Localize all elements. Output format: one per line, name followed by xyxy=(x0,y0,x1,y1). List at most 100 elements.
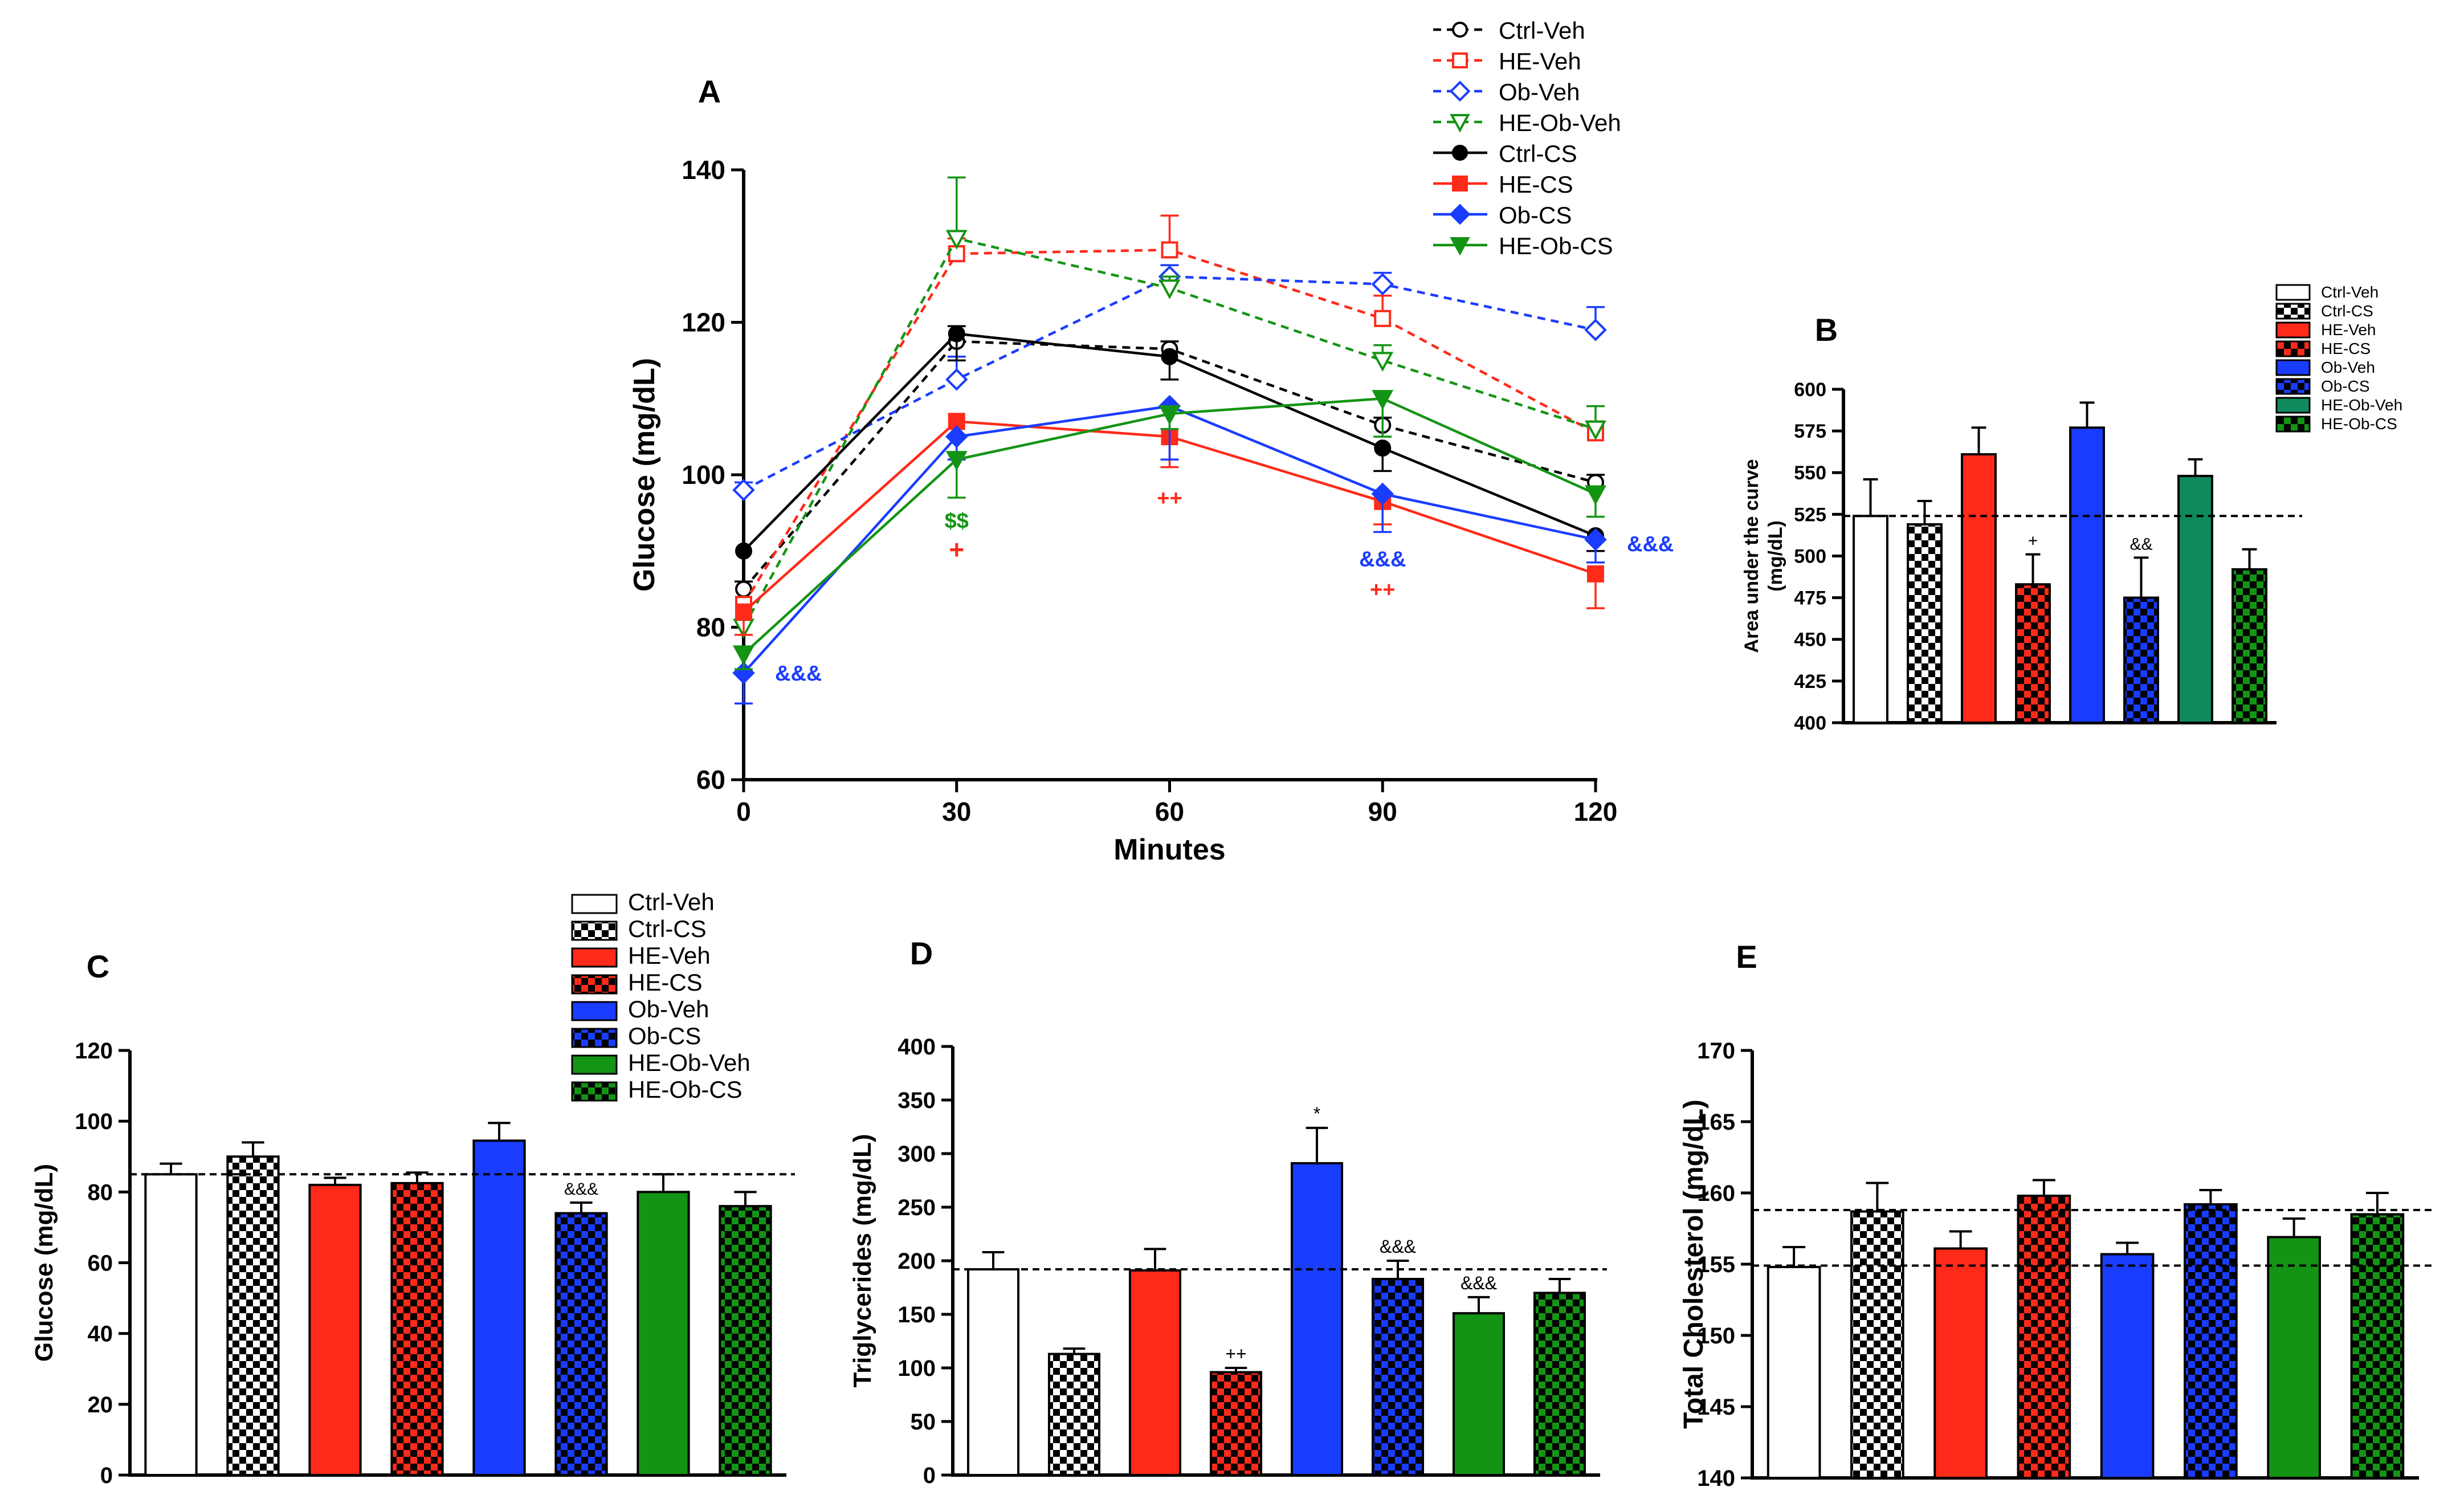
y-tick-label: 50 xyxy=(911,1410,936,1435)
panel-label: E xyxy=(1736,939,1757,975)
panel-b-bar-chart: B 400 425 450 475 500 525 550 575 600 Area under t… xyxy=(1741,283,2402,734)
bar-group-ctrl-cs xyxy=(1907,499,1943,724)
point-ob-veh-120 xyxy=(1584,319,1607,341)
bar-ctrl-veh xyxy=(1767,1266,1821,1479)
bar-ob-veh xyxy=(2100,1253,2155,1479)
legend-swatch xyxy=(571,974,618,995)
point-ob-veh-30 xyxy=(945,368,968,391)
y-axis-title: Area under the curve xyxy=(1741,459,1763,653)
y-tick-label: 525 xyxy=(1794,504,1826,526)
triangle-marker xyxy=(1450,114,1470,133)
y-tick-label: 575 xyxy=(1794,421,1826,442)
bar-group-he-ob-cs xyxy=(1533,1277,1586,1476)
y-axis-title: Glucose (mg/dL) xyxy=(628,358,661,592)
series-he-ob-cs xyxy=(733,390,1606,670)
x-tick-label: 60 xyxy=(1155,797,1184,826)
bar-ob-cs xyxy=(2184,1203,2238,1479)
legend-swatch xyxy=(2275,359,2311,376)
legend: Ctrl-VehCtrl-CSHE-VehHE-CSOb-VehOb-CSHE-… xyxy=(2275,283,2402,433)
bar-he-ob-cs xyxy=(719,1205,772,1477)
legend-label: Ctrl-CS xyxy=(1499,140,1577,167)
point-ob-veh-90 xyxy=(1371,272,1394,296)
legend-item-he-ob-cs: HE-Ob-CS xyxy=(2275,415,2397,433)
legend-label: HE-Ob-CS xyxy=(1499,233,1613,259)
y-axis-title: Glucose (mg/dL) xyxy=(30,1164,58,1362)
legend-swatch xyxy=(2275,340,2311,357)
x-tick-label: 90 xyxy=(1368,797,1397,826)
legend-item-he-ob-cs: HE-Ob-CS xyxy=(571,1076,743,1103)
bar-group-he-cs xyxy=(390,1171,444,1476)
bar-group-ctrl-cs xyxy=(1850,1182,1904,1479)
bar-group-ob-veh xyxy=(2100,1241,2155,1479)
bar-ob-cs xyxy=(2123,596,2159,724)
bar-ctrl-veh xyxy=(966,1268,1020,1477)
bar-group-he-veh xyxy=(1961,426,1997,724)
y-tick-label: 100 xyxy=(682,460,725,490)
legend-item-ctrl-cs: Ctrl-CS xyxy=(1433,140,1577,167)
significance-label: &&& xyxy=(1359,548,1406,572)
legend-label: Ctrl-Veh xyxy=(2321,283,2379,301)
legend-label: Ob-Veh xyxy=(2321,359,2375,376)
legend-swatch xyxy=(571,1081,618,1102)
legend-item-he-veh: HE-Veh xyxy=(2275,321,2376,339)
bar-ob-cs xyxy=(554,1212,608,1476)
x-tick-label: 0 xyxy=(736,797,751,826)
y-tick-label: 450 xyxy=(1794,629,1826,651)
bar-group-he-veh xyxy=(1933,1230,1988,1479)
legend-swatch xyxy=(571,894,618,914)
legend-label: Ob-CS xyxy=(628,1023,701,1049)
bar-group-he-ob-veh xyxy=(2267,1217,2321,1479)
y-tick-label: 20 xyxy=(88,1392,113,1417)
bar-group-he-veh xyxy=(1128,1248,1182,1476)
panel-a-line-chart: A 60 80 100 120 140 0 30 60 90 120 Minutes Glucose (… xyxy=(628,17,1674,866)
point-he-ob-cs-0 xyxy=(733,645,754,666)
legend-item-he-veh: HE-Veh xyxy=(571,942,711,969)
bar-group-he-ob-cs xyxy=(2350,1192,2405,1479)
legend-label: HE-Ob-Veh xyxy=(2321,396,2402,414)
y-axis-title: Triglycerides (mg/dL) xyxy=(848,1134,876,1388)
bar-group-ctrl-veh xyxy=(966,1250,1020,1477)
y-tick-label: 145 xyxy=(1697,1395,1735,1420)
legend-item-he-cs: HE-CS xyxy=(1433,171,1573,198)
bar-ctrl-veh xyxy=(1853,515,1888,724)
point-ctrl-cs-90 xyxy=(1374,439,1392,457)
legend-label: Ob-CS xyxy=(1499,202,1572,229)
legend-item-ctrl-veh: Ctrl-Veh xyxy=(2275,283,2379,301)
legend-label: Ob-Veh xyxy=(1499,79,1580,105)
legend-swatch xyxy=(2275,284,2311,301)
y-tick-label: 150 xyxy=(898,1302,936,1327)
bar-ob-veh xyxy=(1290,1162,1344,1477)
legend-item-he-ob-veh: HE-Ob-Veh xyxy=(1433,109,1621,136)
legend-item-ctrl-veh: Ctrl-Veh xyxy=(571,889,715,915)
bar-group-ctrl-cs xyxy=(1047,1347,1101,1477)
point-ob-veh-0 xyxy=(732,479,755,502)
y-tick-label: 425 xyxy=(1794,671,1826,693)
panel-d-bar-chart: D 0 50 100 150 200 250 300 350 400 Triglycerides (… xyxy=(848,935,1607,1488)
point-ob-cs-120 xyxy=(1584,528,1607,551)
point-he-veh-60 xyxy=(1161,241,1178,259)
bar-he-ob-veh xyxy=(1452,1312,1506,1477)
y-tick-label: 60 xyxy=(88,1251,113,1276)
bar-ctrl-cs xyxy=(1047,1353,1101,1477)
y-tick-label: 250 xyxy=(898,1195,936,1220)
y-tick-label: 0 xyxy=(923,1463,936,1488)
bar-he-ob-cs xyxy=(2232,568,2267,724)
panel-label: A xyxy=(698,74,721,109)
legend-item-ob-veh: Ob-Veh xyxy=(2275,359,2375,376)
significance-label: ++ xyxy=(1225,1343,1246,1364)
bar-group-he-veh xyxy=(308,1176,362,1477)
significance-label: + xyxy=(2028,532,2038,551)
legend-item-he-ob-veh: HE-Ob-Veh xyxy=(2275,396,2402,414)
legend: Ctrl-VehCtrl-CSHE-VehHE-CSOb-VehOb-CSHE-… xyxy=(571,889,750,1103)
legend-swatch xyxy=(2275,303,2311,320)
legend-swatch xyxy=(571,947,618,968)
legend: Ctrl-Veh HE-Veh Ob-Veh HE-Ob-Veh Ctrl-CS HE-C… xyxy=(1433,17,1621,259)
y-tick-label: 160 xyxy=(1697,1181,1735,1206)
point-ob-cs-90 xyxy=(1371,482,1394,506)
bar-group-he-ob-veh xyxy=(637,1173,690,1476)
legend-item-ob-veh: Ob-Veh xyxy=(571,996,709,1023)
legend-label: HE-Ob-Veh xyxy=(1499,109,1621,136)
y-tick-label: 400 xyxy=(1794,712,1826,734)
legend-swatch xyxy=(571,1054,618,1075)
bar-he-ob-cs xyxy=(1533,1292,1586,1476)
